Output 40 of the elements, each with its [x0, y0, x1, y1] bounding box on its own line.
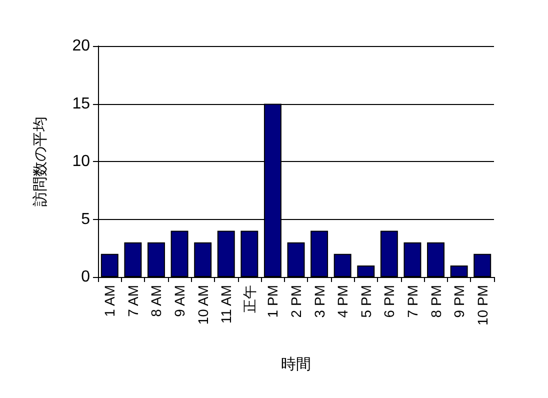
x-axis-title: 時間	[281, 356, 311, 373]
x-tick-label: 1 AM	[102, 285, 118, 317]
x-tick-label: 1 PM	[264, 285, 281, 318]
x-tick-label: 6 PM	[381, 285, 398, 318]
x-tick-label: 10 PM	[474, 285, 490, 326]
x-tick-label: 11 AM	[218, 285, 234, 324]
x-tick-label: 4 PM	[334, 285, 351, 318]
x-tick-label: 5 PM	[358, 285, 374, 318]
y-tick-label: 10	[72, 153, 90, 170]
bar	[148, 242, 165, 277]
bar	[217, 230, 235, 277]
x-tick-label: 正午	[241, 285, 258, 313]
y-tick-label: 0	[81, 268, 90, 286]
y-axis-title: 訪問数の平均	[32, 116, 49, 206]
bar	[287, 242, 305, 277]
bar	[450, 265, 468, 277]
bar	[124, 242, 142, 277]
x-tick-label: 9 PM	[451, 285, 468, 318]
bar	[334, 254, 352, 277]
x-tick-label: 3 PM	[311, 285, 328, 318]
x-tick-label: 9 AM	[172, 285, 188, 317]
x-tick-label: 8 PM	[428, 285, 444, 318]
y-tick-label: 20	[72, 38, 90, 54]
x-tick-label: 7 PM	[404, 285, 420, 318]
bar	[404, 242, 422, 277]
x-tick-label: 2 PM	[288, 285, 304, 318]
y-tick-label: 5	[81, 210, 90, 228]
x-tick-label: 7 AM	[124, 285, 141, 317]
bar	[100, 254, 118, 277]
bar	[357, 265, 375, 277]
x-tick-label: 8 AM	[148, 285, 164, 317]
bar	[240, 230, 258, 277]
bar	[474, 254, 492, 277]
bar	[380, 230, 398, 277]
x-tick-label: 10 AM	[194, 285, 211, 325]
bar	[194, 242, 212, 277]
bar	[170, 230, 188, 277]
bar	[310, 230, 328, 277]
y-tick-label: 15	[72, 95, 90, 112]
bar	[427, 242, 444, 277]
